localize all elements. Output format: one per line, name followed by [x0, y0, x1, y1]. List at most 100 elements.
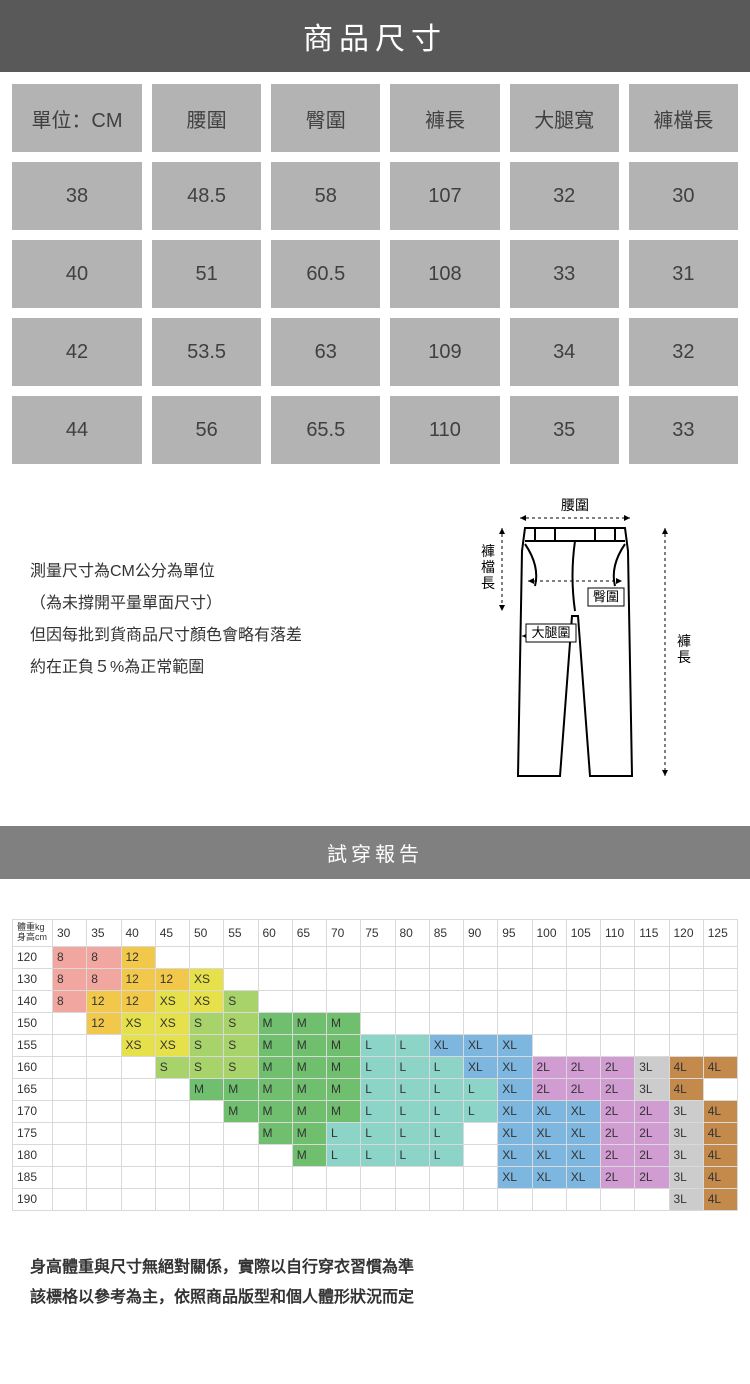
fit-cell [464, 1188, 498, 1210]
fit-cell [429, 946, 463, 968]
size-data-cell: 33 [629, 396, 738, 464]
fit-cell: M [258, 1100, 292, 1122]
fit-cell [464, 1144, 498, 1166]
fit-cell [53, 1078, 87, 1100]
size-data-cell: 56 [152, 396, 261, 464]
size-header-cell: 腰圍 [152, 84, 261, 152]
fit-cell: XL [532, 1166, 566, 1188]
fit-cell [258, 1166, 292, 1188]
fit-cell: M [258, 1012, 292, 1034]
fit-cell: 12 [87, 990, 121, 1012]
size-header-cell: 大腿寬 [510, 84, 619, 152]
size-data-cell: 63 [271, 318, 380, 386]
fit-cell: 2L [601, 1166, 635, 1188]
fit-cell [635, 990, 669, 1012]
fit-cell: 12 [121, 946, 155, 968]
fit-cell: L [395, 1034, 429, 1056]
fit-cell: 8 [87, 968, 121, 990]
fit-cell [498, 1012, 532, 1034]
fit-cell: L [429, 1056, 463, 1078]
size-data-cell: 33 [510, 240, 619, 308]
fit-cell [190, 1166, 224, 1188]
fit-height-header: 175 [13, 1122, 53, 1144]
fit-cell: L [361, 1144, 395, 1166]
fit-cell [532, 1188, 566, 1210]
fit-height-header: 165 [13, 1078, 53, 1100]
fit-cell [190, 1188, 224, 1210]
fit-cell: XS [155, 1012, 189, 1034]
fit-cell: XS [190, 968, 224, 990]
fit-cell: XL [498, 1100, 532, 1122]
fit-cell [87, 1188, 121, 1210]
fit-cell: XL [532, 1100, 566, 1122]
fit-cell: 2L [601, 1078, 635, 1100]
fit-cell [87, 1078, 121, 1100]
fit-cell [703, 1034, 737, 1056]
fit-cell [361, 1166, 395, 1188]
fit-cell [155, 1144, 189, 1166]
fit-cell [429, 1166, 463, 1188]
fit-cell: 3L [669, 1122, 703, 1144]
diagram-label-length: 褲 [677, 633, 691, 649]
fit-cell [327, 1166, 361, 1188]
fit-cell [669, 990, 703, 1012]
fit-cell [292, 1188, 326, 1210]
fit-weight-header: 65 [292, 920, 326, 947]
fit-cell: M [224, 1078, 258, 1100]
size-data-cell: 110 [390, 396, 499, 464]
fit-cell [53, 1122, 87, 1144]
fit-cell: M [327, 1056, 361, 1078]
fit-cell [258, 968, 292, 990]
fit-report-title: 試穿報告 [0, 826, 750, 879]
fit-cell: XL [532, 1144, 566, 1166]
fit-weight-header: 75 [361, 920, 395, 947]
fit-cell [532, 946, 566, 968]
fit-cell: L [429, 1100, 463, 1122]
fit-cell: 4L [703, 1056, 737, 1078]
fit-cell: 4L [703, 1122, 737, 1144]
fit-cell: L [429, 1078, 463, 1100]
fit-weight-header: 85 [429, 920, 463, 947]
fit-cell: XS [155, 990, 189, 1012]
fit-weight-header: 60 [258, 920, 292, 947]
fit-cell: L [429, 1144, 463, 1166]
fit-cell: M [258, 1034, 292, 1056]
fit-cell [224, 1188, 258, 1210]
fit-cell [361, 990, 395, 1012]
fit-cell [155, 1188, 189, 1210]
svg-text:長: 長 [481, 575, 495, 591]
fit-cell: S [155, 1056, 189, 1078]
pants-diagram: 腰圍 褲 檔 長 [440, 496, 720, 796]
fit-cell [601, 968, 635, 990]
fit-cell: S [224, 1034, 258, 1056]
diagram-label-waist: 腰圍 [561, 497, 589, 513]
fit-height-header: 150 [13, 1012, 53, 1034]
fit-cell [566, 968, 600, 990]
fit-cell [703, 1078, 737, 1100]
fit-cell: 2L [601, 1122, 635, 1144]
fit-weight-header: 115 [635, 920, 669, 947]
fit-cell [532, 968, 566, 990]
fit-cell: L [361, 1034, 395, 1056]
fit-cell [53, 1034, 87, 1056]
fit-weight-header: 125 [703, 920, 737, 947]
fit-cell [87, 1034, 121, 1056]
fit-height-header: 155 [13, 1034, 53, 1056]
fit-cell [361, 968, 395, 990]
fit-cell: L [395, 1056, 429, 1078]
fit-cell: L [464, 1100, 498, 1122]
fit-height-header: 170 [13, 1100, 53, 1122]
fit-cell: 2L [635, 1122, 669, 1144]
fit-cell [121, 1188, 155, 1210]
fit-cell: M [327, 1100, 361, 1122]
fit-cell [395, 990, 429, 1012]
footer-line: 該標格以參考為主，依照商品版型和個人體形狀況而定 [30, 1283, 720, 1313]
fit-cell: 2L [566, 1056, 600, 1078]
fit-cell [292, 946, 326, 968]
fit-height-header: 160 [13, 1056, 53, 1078]
fit-cell [429, 990, 463, 1012]
size-data-cell: 40 [12, 240, 142, 308]
fit-cell [258, 946, 292, 968]
fit-height-header: 130 [13, 968, 53, 990]
fit-cell [224, 1144, 258, 1166]
